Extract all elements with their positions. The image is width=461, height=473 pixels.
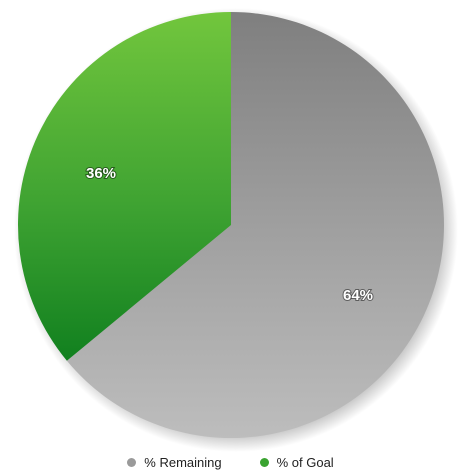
pie-labels: 64% 36% xyxy=(85,164,374,305)
pie-slice-remaining xyxy=(66,12,445,439)
legend-label-remaining: % Remaining xyxy=(144,454,222,470)
legend-dot-gray-icon xyxy=(127,457,137,467)
legend-item-goal: % of Goal xyxy=(259,454,334,470)
legend-item-remaining: % Remaining xyxy=(127,454,222,470)
slice-label-goal: 36% xyxy=(86,165,116,182)
pie-slice-goal xyxy=(18,12,232,361)
legend-dot-green-icon xyxy=(259,457,269,467)
pie-slices xyxy=(18,12,445,439)
legend: % Remaining % of Goal xyxy=(0,452,461,472)
legend-label-goal: % of Goal xyxy=(276,454,334,470)
slice-label-remaining: 64% xyxy=(343,287,373,304)
